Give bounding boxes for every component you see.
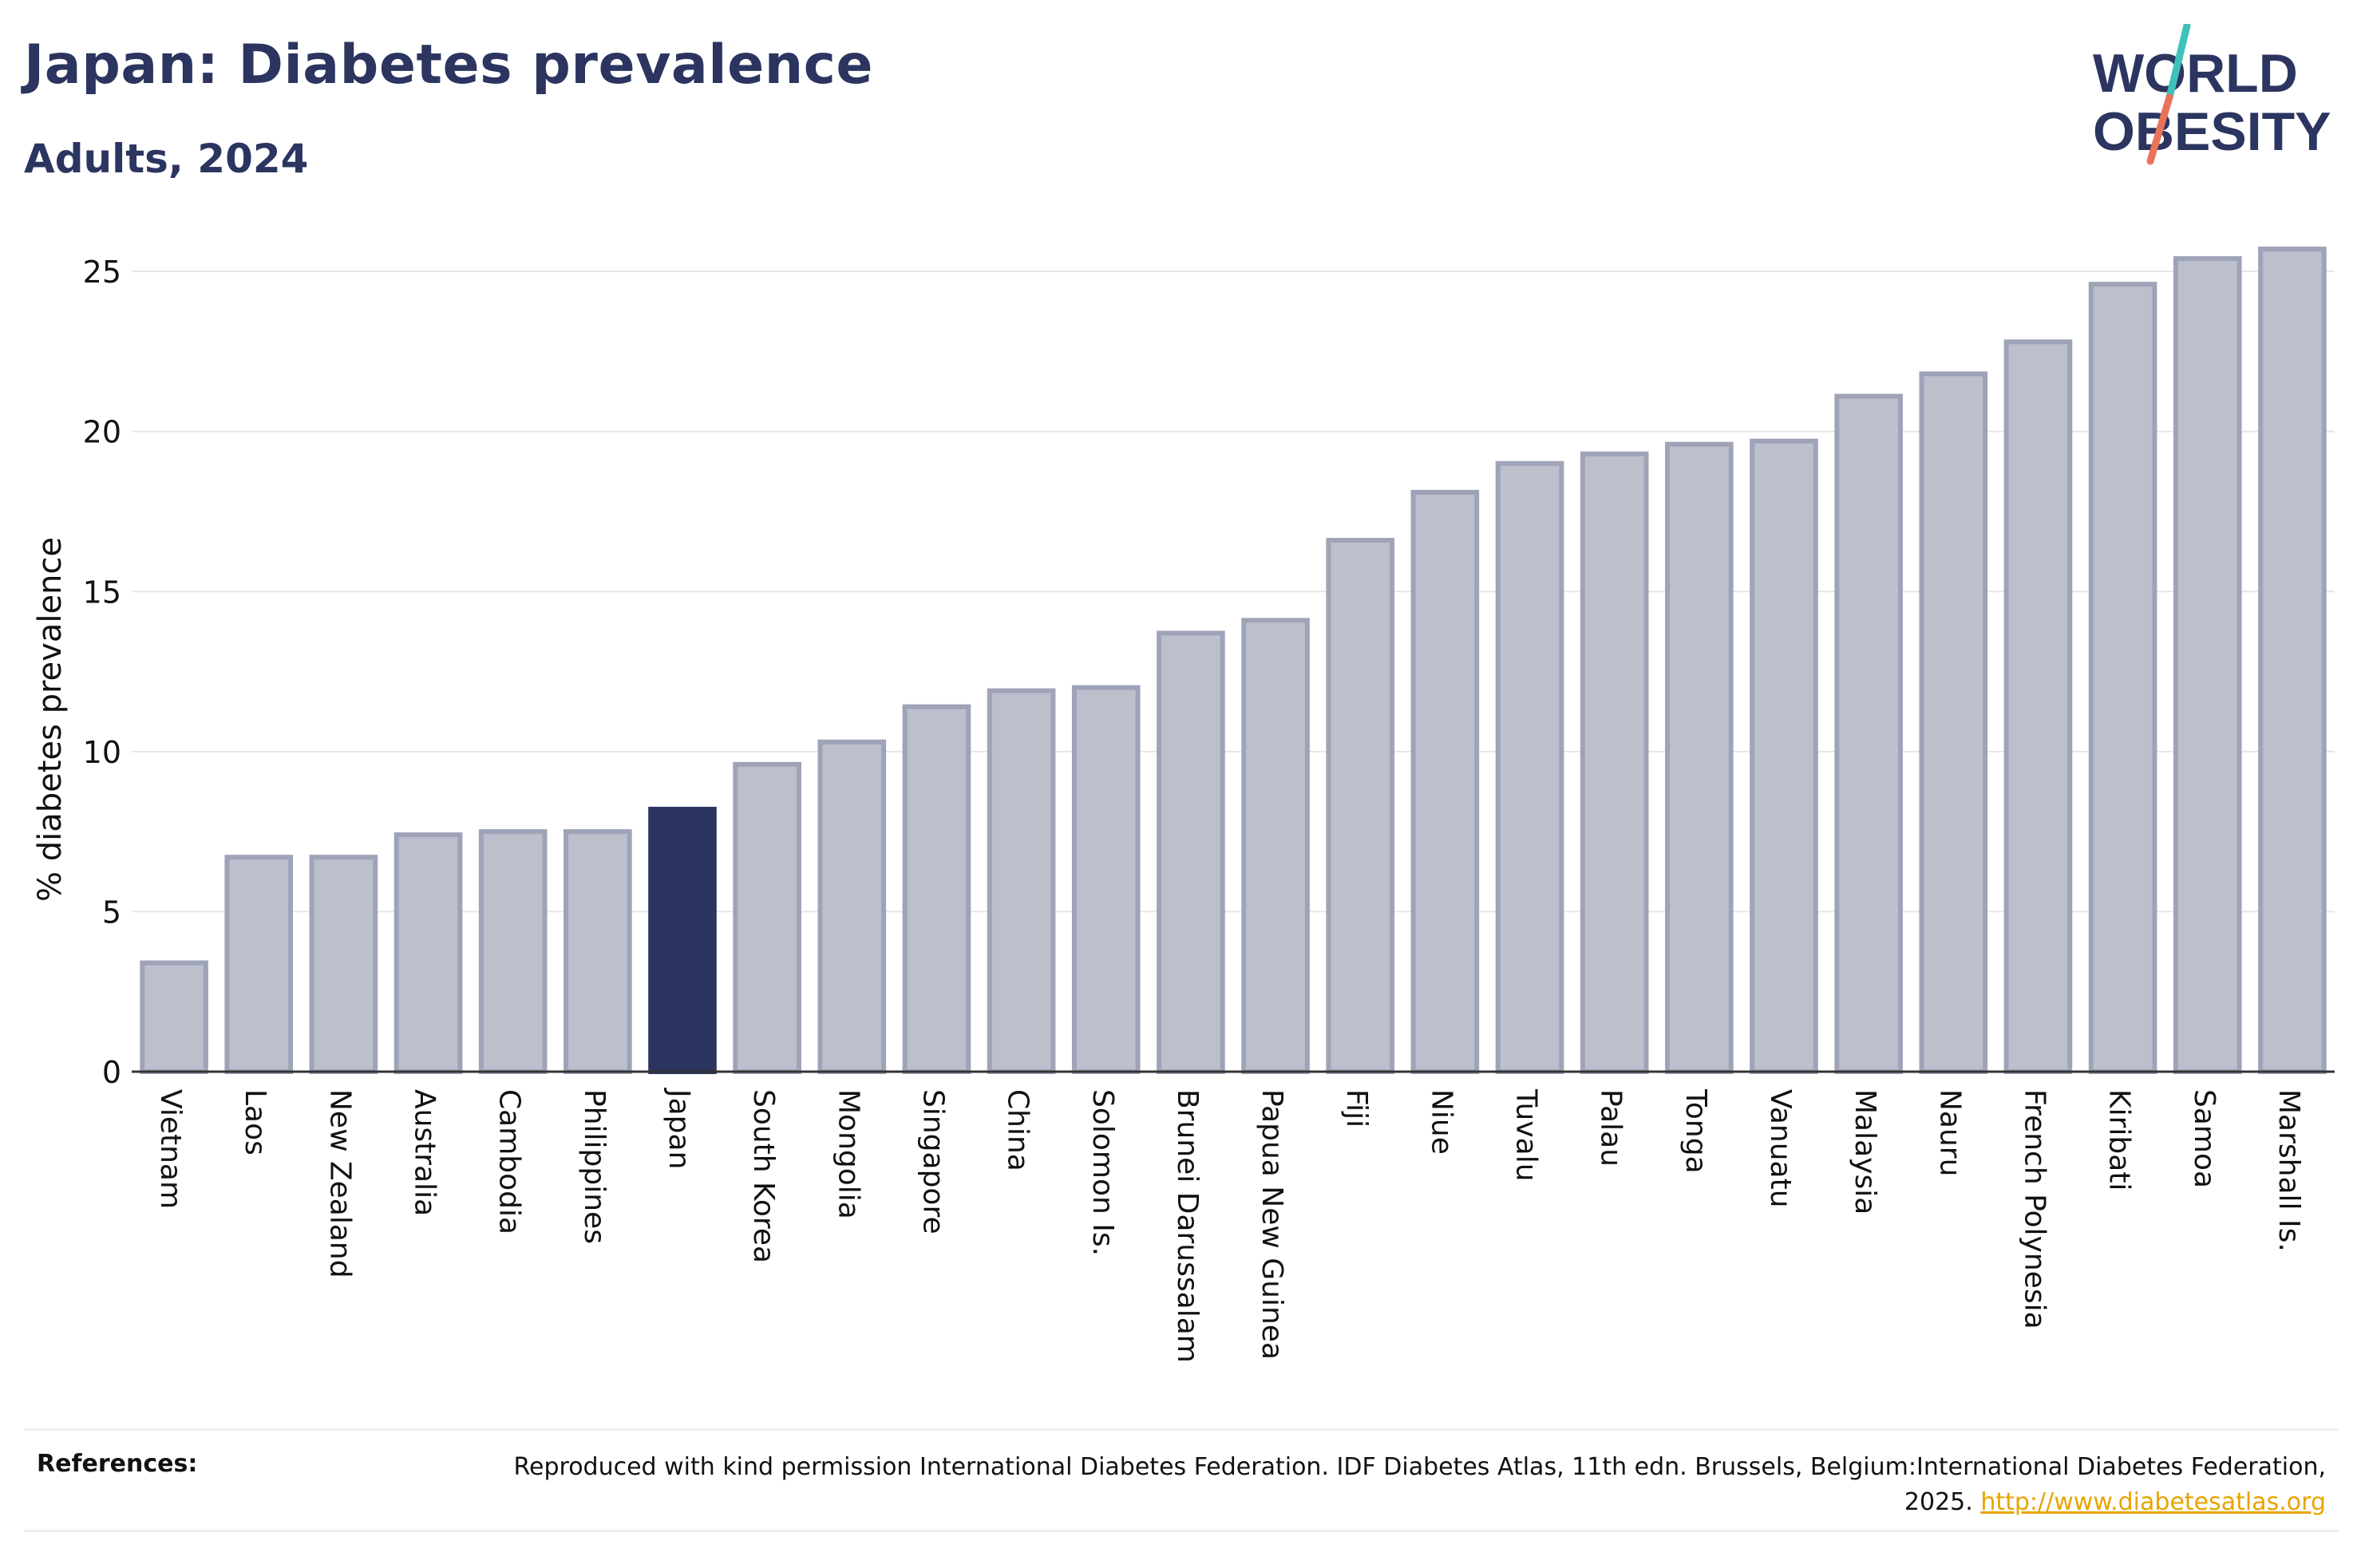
- references-link[interactable]: http://www.diabetesatlas.org: [1980, 1488, 2326, 1516]
- x-tick-label: Vanuatu: [1764, 1089, 1797, 1208]
- bar-malaysia[interactable]: [1834, 393, 1903, 1075]
- y-tick-label: 25: [83, 255, 121, 290]
- bar-nauru[interactable]: [1919, 371, 1988, 1074]
- bar-china[interactable]: [987, 688, 1056, 1075]
- bar-japan[interactable]: [648, 807, 717, 1074]
- references-citation: Reproduced with kind permission Internat…: [513, 1453, 2326, 1516]
- bar-singapore[interactable]: [902, 704, 971, 1075]
- bar-marshall-is[interactable]: [2258, 247, 2327, 1074]
- bar-solomon-is[interactable]: [1071, 685, 1141, 1074]
- x-tick-label: Kiribati: [2103, 1089, 2136, 1191]
- bar-tonga[interactable]: [1665, 441, 1734, 1074]
- logo-line1: WORLD: [2093, 43, 2298, 104]
- x-tick-label: Tonga: [1679, 1088, 1712, 1174]
- chart-subtitle: Adults, 2024: [24, 136, 309, 182]
- world-obesity-logo: WORLD OBESITY: [2093, 24, 2331, 165]
- x-tick-label: Australia: [409, 1089, 441, 1216]
- bar-vanuatu[interactable]: [1750, 438, 1818, 1074]
- x-tick-label: Singapore: [916, 1089, 949, 1234]
- x-tick-label: Tuvalu: [1510, 1088, 1543, 1182]
- bar-new-zealand[interactable]: [309, 855, 378, 1074]
- bar-mongolia[interactable]: [817, 739, 887, 1074]
- x-tick-label: Samoa: [2188, 1089, 2221, 1188]
- x-tick-label: Malaysia: [1849, 1089, 1881, 1215]
- x-tick-label: Fiji: [1340, 1089, 1373, 1128]
- bar-kiribati[interactable]: [2088, 282, 2157, 1074]
- x-tick-label: Mongolia: [832, 1089, 864, 1219]
- bar-chart: 0 5 10 15 20 25 Vietnam Laos New Zealand Austral…: [32, 247, 2335, 1363]
- x-tick-label: Brunei Darussalam: [1171, 1089, 1204, 1363]
- x-tick-label: Marshall Is.: [2272, 1089, 2305, 1252]
- y-tick-label: 15: [83, 575, 121, 610]
- x-tick-label: Cambodia: [493, 1089, 526, 1234]
- bar-south-korea[interactable]: [733, 761, 801, 1075]
- bar-palau[interactable]: [1580, 451, 1649, 1074]
- bar-vietnam[interactable]: [140, 960, 208, 1074]
- y-axis-label: % diabetes prevalence: [32, 537, 69, 902]
- x-tick-label: New Zealand: [323, 1089, 356, 1278]
- references-label: References:: [37, 1450, 198, 1478]
- x-tick-label: French Polynesia: [2018, 1089, 2051, 1329]
- logo-slash-bottom: [2146, 93, 2173, 165]
- bar-australia[interactable]: [394, 832, 463, 1074]
- x-tick-label: Japan: [662, 1088, 695, 1169]
- bar-niue[interactable]: [1410, 489, 1480, 1074]
- logo-line2: OBESITY: [2093, 101, 2331, 162]
- bar-papua-new-guinea[interactable]: [1241, 618, 1310, 1074]
- references-section: References: Reproduced with kind permiss…: [24, 1428, 2339, 1532]
- x-tick-label: Laos: [239, 1089, 271, 1155]
- x-tick-label: China: [1002, 1089, 1034, 1171]
- x-tick-label: Vietnam: [154, 1089, 187, 1209]
- x-tick-label: Philippines: [578, 1089, 611, 1244]
- y-tick-label: 0: [102, 1055, 121, 1090]
- x-axis-ticks: Vietnam Laos New Zealand Australia Cambodia P…: [154, 1088, 2305, 1363]
- references-text: Reproduced with kind permission Internat…: [490, 1450, 2326, 1520]
- x-tick-label: Palau: [1595, 1089, 1627, 1167]
- x-tick-label: Papua New Guinea: [1256, 1089, 1288, 1360]
- bar-french-polynesia[interactable]: [2003, 339, 2073, 1075]
- x-tick-label: Solomon Is.: [1086, 1089, 1119, 1256]
- bar-fiji[interactable]: [1326, 538, 1395, 1074]
- bar-cambodia[interactable]: [478, 829, 548, 1075]
- bars: [140, 247, 2327, 1075]
- bar-brunei-darussalam[interactable]: [1157, 630, 1225, 1074]
- x-tick-label: Nauru: [1933, 1089, 1966, 1176]
- y-tick-label: 5: [102, 895, 121, 930]
- x-tick-label: South Korea: [747, 1089, 780, 1263]
- logo-slash-top: [2165, 24, 2191, 101]
- x-tick-label: Niue: [1425, 1089, 1457, 1155]
- y-tick-label: 10: [83, 735, 121, 770]
- y-tick-label: 20: [83, 415, 121, 450]
- bar-tuvalu[interactable]: [1495, 460, 1564, 1074]
- bar-laos[interactable]: [224, 855, 294, 1074]
- chart-title: Japan: Diabetes prevalence: [24, 34, 874, 97]
- bar-samoa[interactable]: [2173, 256, 2242, 1075]
- y-axis-ticks: 0 5 10 15 20 25: [83, 255, 121, 1090]
- bar-philippines[interactable]: [564, 829, 632, 1075]
